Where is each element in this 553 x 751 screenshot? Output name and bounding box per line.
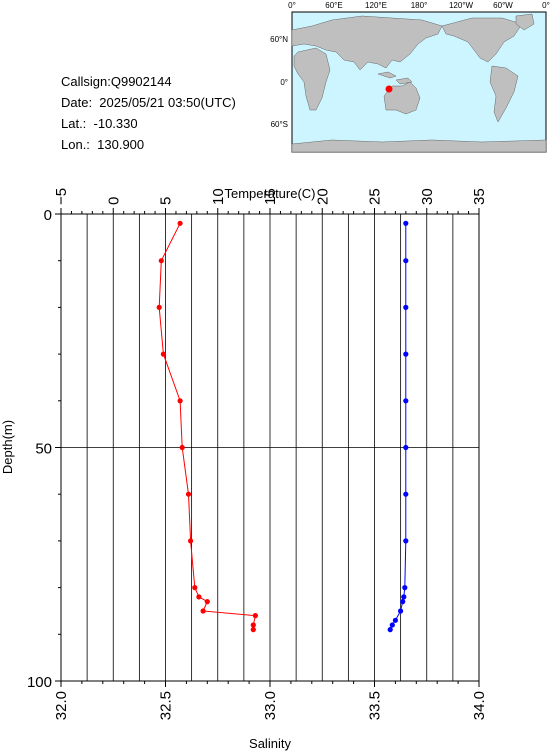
top-tick-label: 20 [314, 188, 331, 205]
map-top-label: 60°W [493, 1, 513, 10]
map-land [291, 13, 547, 153]
temperature-point [403, 258, 409, 264]
temperature-series [387, 220, 409, 633]
bottom-tick-label: 33.5 [367, 691, 384, 720]
top-tick-label: 10 [210, 188, 227, 205]
callsign-text: Callsign:Q9902144 [61, 74, 172, 89]
top-tick-label: 5 [158, 197, 175, 205]
map-left-label: 60°S [271, 120, 288, 129]
map-axis-labels: 0° 60°E 120°E 180° 120°W 60°W 0° 60°N 0° 60°S [270, 1, 550, 129]
bottom-axis-title: Salinity [249, 736, 291, 751]
salinity-point [188, 538, 194, 544]
temperature-point [402, 585, 408, 591]
y-axis-title: Depth(m) [0, 420, 15, 474]
salinity-line [158, 223, 257, 630]
top-tick-label: −5 [53, 188, 70, 205]
temperature-line [389, 223, 407, 630]
salinity-point [192, 585, 198, 591]
top-axis: −5 0 5 10 15 20 25 30 35 [53, 188, 488, 214]
map-left-label: 60°N [270, 35, 288, 44]
map-top-label: 60°E [325, 1, 342, 10]
temperature-point [403, 220, 409, 226]
chart-grid [61, 214, 479, 681]
longitude-text: Lon.: 130.900 [61, 137, 145, 152]
salinity-point [177, 220, 183, 226]
salinity-point [185, 491, 192, 497]
salinity-point [196, 594, 202, 600]
temperature-point [400, 599, 406, 605]
station-marker [385, 85, 393, 93]
top-tick-label: 35 [471, 188, 488, 205]
salinity-point [250, 622, 256, 628]
left-axis: 0 50 100 [27, 207, 61, 691]
temperature-point [398, 608, 404, 614]
salinity-point [160, 351, 166, 357]
temperature-point [403, 351, 409, 357]
top-tick-label: 0 [105, 197, 122, 205]
map-top-label: 0° [542, 1, 550, 10]
top-axis-title: Temperature(C) [224, 186, 315, 201]
top-tick-label: 15 [262, 188, 279, 205]
salinity-point [252, 613, 258, 619]
salinity-point [177, 398, 183, 404]
series-layer [156, 220, 409, 633]
date-text: Date: 2025/05/21 03:50(UTC) [61, 95, 236, 110]
bottom-axis: 32.0 32.5 33.0 33.5 34.0 [53, 681, 488, 720]
salinity-point [158, 258, 164, 264]
temperature-point [403, 491, 409, 497]
land-greenland [515, 13, 535, 31]
top-tick-label: 30 [419, 188, 436, 205]
temperature-point [403, 444, 409, 451]
bottom-tick-label: 32.5 [158, 691, 175, 720]
location-map: 0° 60°E 120°E 180° 120°W 60°W 0° 60°N 0° 60°S [270, 1, 550, 153]
land-indonesia [377, 71, 413, 85]
land-eurasia [291, 15, 443, 71]
salinity-point [156, 304, 162, 310]
bottom-tick-label: 33.0 [262, 691, 279, 720]
land-africa [293, 47, 331, 111]
latitude-text: Lat.: -10.330 [61, 116, 138, 131]
salinity-point [200, 608, 206, 614]
left-tick-label: 100 [27, 674, 52, 691]
salinity-point [204, 599, 210, 605]
map-left-label: 0° [280, 78, 288, 87]
land-south-america [489, 65, 519, 123]
bottom-tick-label: 34.0 [471, 691, 488, 720]
land-north-america [441, 17, 523, 63]
map-top-label: 120°E [365, 1, 387, 10]
salinity-point [179, 444, 185, 451]
left-tick-label: 0 [44, 207, 52, 224]
salinity-point [250, 627, 256, 633]
temperature-point [403, 538, 409, 544]
map-top-label: 0° [288, 1, 296, 10]
map-top-label: 180° [411, 1, 428, 10]
temperature-point [401, 594, 407, 600]
land-australia [383, 81, 421, 115]
temperature-point [392, 617, 398, 623]
temperature-point [403, 304, 409, 310]
bottom-tick-label: 32.0 [53, 691, 70, 720]
top-tick-label: 25 [367, 188, 384, 205]
salinity-series [156, 220, 258, 633]
left-tick-label: 50 [35, 441, 52, 458]
map-top-label: 120°W [449, 1, 474, 10]
land-antarctica [291, 139, 547, 153]
temperature-point [403, 398, 409, 404]
temperature-point [387, 627, 393, 633]
temperature-point [389, 622, 395, 628]
